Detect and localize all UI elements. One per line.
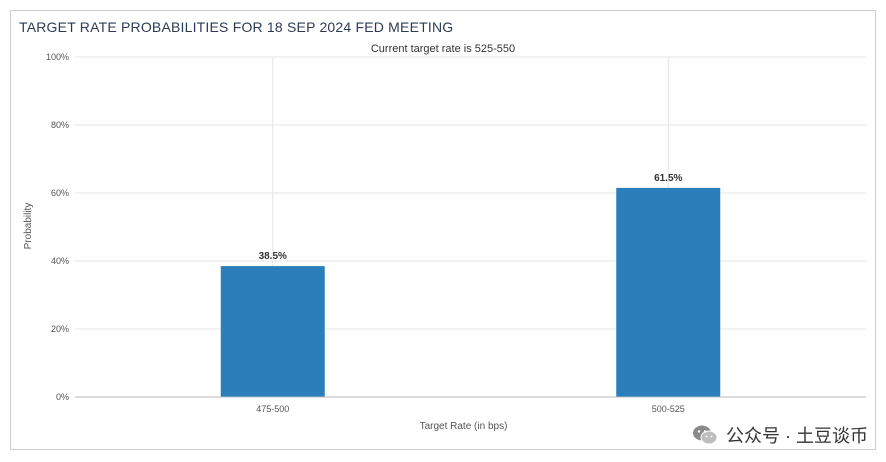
y-tick-label: 60% [51, 188, 69, 198]
watermark-text: 公众号 · 土豆谈币 [726, 426, 868, 446]
grid-lines [75, 56, 866, 398]
watermark: 公众号 · 土豆谈币 [692, 422, 868, 448]
wechat-icon [692, 424, 718, 446]
bar-475-500 [220, 266, 325, 397]
x-tick-label: 500-525 [652, 404, 685, 414]
chart-subtitle: Current target rate is 525-550 [370, 43, 516, 55]
data-label: 61.5% [654, 173, 682, 184]
y-axis-title: Probability [23, 203, 34, 250]
y-tick-label: 40% [51, 256, 69, 266]
labels: 0% 20% 40% 60% 80% 100% 38.5% 475-500 61.5% 500-5… [46, 52, 866, 414]
x-tick-label: 475-500 [256, 404, 289, 414]
data-label: 38.5% [259, 251, 287, 262]
chart-frame: TARGET RATE PROBABILITIES FOR 18 SEP 202… [10, 10, 876, 450]
y-tick-label: 80% [51, 120, 69, 130]
x-axis-title: Target Rate (in bps) [420, 421, 508, 432]
bars [220, 187, 721, 397]
y-tick-label: 0% [56, 392, 69, 402]
y-tick-label: 100% [46, 52, 69, 62]
y-tick-label: 20% [51, 324, 69, 334]
bar-500-525 [616, 187, 721, 397]
chart-title: TARGET RATE PROBABILITIES FOR 18 SEP 202… [19, 19, 454, 35]
